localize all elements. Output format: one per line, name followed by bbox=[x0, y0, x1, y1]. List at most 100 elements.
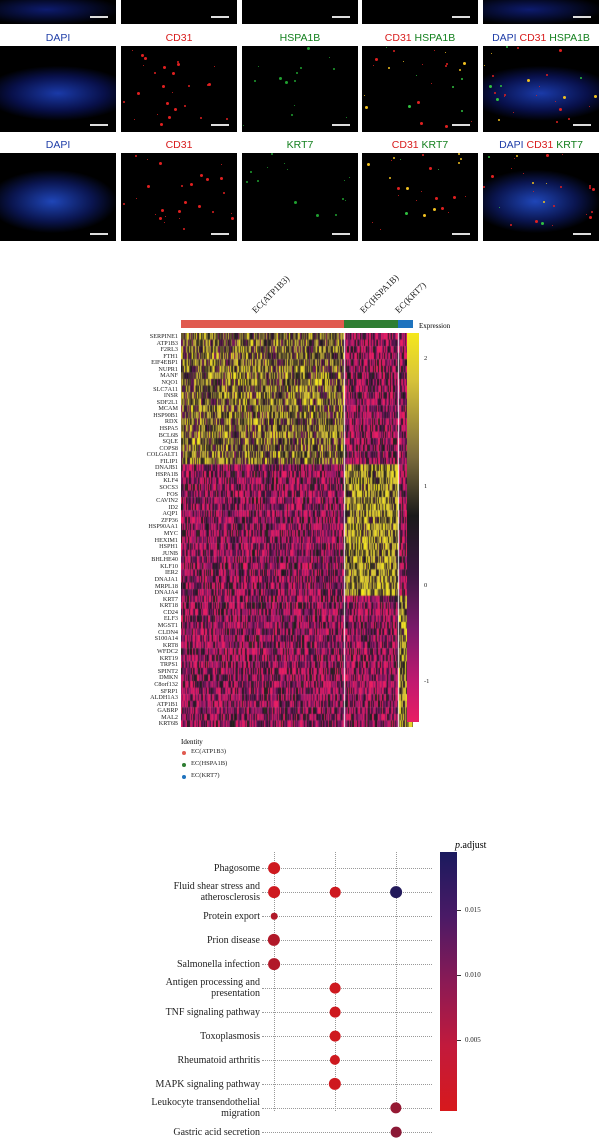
if-channel-label-r1-c3: CD31 KRT7 bbox=[362, 139, 478, 151]
dot-point bbox=[328, 1077, 342, 1091]
gene-label: COPS8 bbox=[159, 444, 178, 452]
gene-label: DNAJB1 bbox=[154, 464, 178, 472]
dot-point bbox=[329, 1054, 341, 1066]
gene-label: C8orf132 bbox=[154, 681, 178, 689]
heatmap-colorbar-title: Expression bbox=[419, 322, 451, 330]
dot-point bbox=[267, 933, 281, 947]
gene-label: JUNB bbox=[162, 549, 178, 557]
identity-label-0: EC(ATP1B3) bbox=[191, 748, 227, 755]
grid-vertical-0 bbox=[274, 852, 275, 1111]
gene-label: MYC bbox=[163, 530, 178, 537]
gene-label: ELF3 bbox=[163, 615, 178, 623]
gene-label: IER2 bbox=[164, 569, 178, 577]
gene-label: WFDC2 bbox=[157, 648, 178, 656]
gene-label: ALDH1A3 bbox=[150, 694, 178, 702]
identity-dot-2 bbox=[182, 775, 186, 779]
gene-label: CAVIN2 bbox=[156, 497, 178, 505]
padjust-tick-label: 0.005 bbox=[465, 1035, 481, 1044]
identity-title: Identity bbox=[181, 738, 203, 746]
channel-word: HSPA1B bbox=[411, 32, 456, 44]
channel-word: DAPI bbox=[499, 139, 524, 151]
gene-label: SDF2L1 bbox=[156, 398, 178, 406]
grid-vertical-2 bbox=[396, 852, 397, 1111]
channel-word: HSPA1B bbox=[546, 32, 590, 44]
gene-label: BHLHE40 bbox=[151, 556, 178, 564]
if-image-r0-c3 bbox=[362, 46, 478, 132]
if-image-r1-c2 bbox=[242, 153, 358, 241]
heatmap-tick-label: 2 bbox=[424, 355, 428, 362]
gene-label: DMKN bbox=[159, 674, 178, 682]
gene-label: F2RL3 bbox=[160, 346, 178, 354]
pathway-label: Fluid shear stress and atherosclerosis bbox=[173, 881, 260, 903]
gene-label: MAL2 bbox=[161, 713, 178, 721]
gene-label: CD24 bbox=[163, 608, 178, 616]
heatmap-tick-label: 1 bbox=[424, 483, 428, 490]
gene-label: KLF4 bbox=[163, 477, 178, 485]
gene-label: SLC7A11 bbox=[153, 385, 178, 393]
gene-label: MGST1 bbox=[157, 621, 178, 629]
gene-label: KRT18 bbox=[159, 602, 178, 610]
if-image-r0-c1 bbox=[121, 46, 237, 132]
identity-dot-1 bbox=[182, 763, 186, 767]
cluster-label-2: EC(KRT7) bbox=[392, 280, 428, 315]
padjust-legend-title: p.adjust bbox=[455, 840, 486, 851]
gene-label: HSP90AA1 bbox=[148, 523, 178, 531]
pathway-label: MAPK signaling pathway bbox=[155, 1078, 260, 1090]
if-image-r1-c1 bbox=[121, 153, 237, 241]
channel-word: CD31 bbox=[391, 139, 419, 151]
dot-point bbox=[329, 886, 341, 898]
if-image-top-2 bbox=[242, 0, 358, 24]
identity-dot-0 bbox=[182, 751, 186, 755]
if-channel-label-r0-c0: DAPI bbox=[0, 32, 116, 44]
gene-label: KLF10 bbox=[160, 562, 178, 570]
channel-word: CD31 bbox=[384, 32, 412, 44]
grid-horizontal bbox=[262, 868, 432, 869]
pathway-label: Antigen processing and presentation bbox=[165, 977, 260, 999]
pathway-label: Salmonella infection bbox=[176, 958, 260, 970]
gene-label: SPINT2 bbox=[157, 667, 178, 675]
gene-label: SFRP1 bbox=[160, 687, 178, 695]
channel-word: CD31 bbox=[523, 139, 554, 151]
if-channel-label-r1-c2: KRT7 bbox=[242, 139, 358, 151]
dot-point bbox=[390, 886, 402, 898]
gene-label: S100A14 bbox=[154, 635, 178, 643]
gene-label: SOCS3 bbox=[159, 484, 178, 492]
gene-label: FILIP1 bbox=[160, 457, 178, 465]
grid-horizontal bbox=[262, 1132, 432, 1133]
padjust-tick-label: 0.010 bbox=[465, 971, 481, 980]
padjust-tick-mark bbox=[457, 1039, 461, 1041]
grid-horizontal bbox=[262, 1108, 432, 1109]
grid-horizontal bbox=[262, 1036, 432, 1037]
gene-label: KRT8 bbox=[162, 641, 178, 649]
grid-horizontal bbox=[262, 964, 432, 965]
gene-label: AQP1 bbox=[162, 510, 178, 518]
gene-label: TRPS1 bbox=[160, 661, 178, 669]
gene-label: GABRP bbox=[157, 707, 178, 715]
pathway-label: Leukocyte transendothelial migration bbox=[151, 1097, 260, 1119]
if-image-r1-c0 bbox=[0, 153, 116, 241]
if-channel-label-r1-c4: DAPI CD31 KRT7 bbox=[483, 139, 599, 151]
gene-label: FOS bbox=[166, 490, 178, 498]
gene-label: HSP90B1 bbox=[153, 411, 178, 419]
gene-label: FTH1 bbox=[163, 352, 178, 360]
padjust-tick-mark bbox=[457, 910, 461, 912]
channel-word: KRT7 bbox=[286, 139, 314, 151]
if-image-r1-c4 bbox=[483, 153, 599, 241]
gene-label: ZFP36 bbox=[161, 516, 178, 524]
if-channel-label-r1-c0: DAPI bbox=[0, 139, 116, 151]
grid-horizontal bbox=[262, 1060, 432, 1061]
if-image-top-1 bbox=[121, 0, 237, 24]
if-image-r0-c2 bbox=[242, 46, 358, 132]
dot-point bbox=[268, 886, 280, 898]
dot-point bbox=[390, 1102, 402, 1114]
gene-label: RDX bbox=[164, 418, 178, 426]
grid-horizontal bbox=[262, 988, 432, 989]
dot-point bbox=[329, 1006, 341, 1018]
identity-label-1: EC(HSPA1B) bbox=[191, 760, 228, 767]
if-channel-label-r0-c3: CD31 HSPA1B bbox=[362, 32, 478, 44]
pathway-label: Rheumatoid arthritis bbox=[177, 1054, 261, 1066]
gene-label: DNAJA4 bbox=[154, 589, 178, 597]
gene-label: MRPL18 bbox=[154, 582, 178, 590]
dot-point bbox=[270, 912, 278, 920]
padjust-tick-label: 0.015 bbox=[465, 906, 481, 915]
